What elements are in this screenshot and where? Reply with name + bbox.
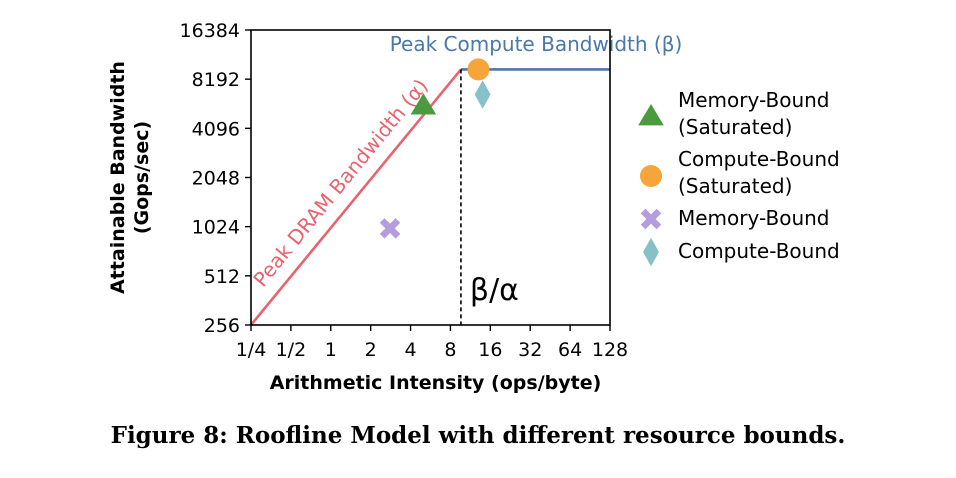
- y-tick-label: 2048: [192, 168, 240, 190]
- y-tick-label: 8192: [192, 69, 240, 91]
- x-marker-stroke: [640, 208, 662, 230]
- ridge-point-label: β/α: [470, 273, 519, 308]
- legend-label: Memory-Bound: [678, 206, 830, 230]
- y-tick-label: 1024: [192, 217, 240, 239]
- x-tick-label: 1: [325, 339, 337, 361]
- legend-marker-triangle: [638, 104, 664, 126]
- data-point-triangle: [410, 93, 437, 115]
- y-tick-label: 512: [204, 266, 240, 288]
- x-tick-label: 1/2: [276, 339, 307, 361]
- legend-marker-x: [640, 208, 662, 230]
- x-tick-label: 128: [592, 339, 628, 361]
- x-axis-label: Arithmetic Intensity (ops/byte): [270, 372, 602, 394]
- legend-label: Compute-Bound: [678, 239, 840, 263]
- legend-marker-circle: [640, 165, 662, 187]
- data-point-diamond: [474, 80, 491, 109]
- y-tick-label: 4096: [192, 118, 240, 140]
- legend-label: (Saturated): [678, 115, 792, 139]
- y-axis-label-line: (Gops/sec): [131, 121, 153, 234]
- plot-frame: [250, 29, 611, 326]
- y-axis-label: Attainable Bandwidth (Gops/sec): [107, 61, 153, 294]
- data-point-circle: [467, 58, 490, 81]
- figure-caption: Figure 8: Roofline Model with different …: [110, 422, 846, 449]
- x-tick-label: 32: [518, 339, 542, 361]
- x-marker-stroke: [379, 218, 401, 239]
- x-tick-label: 8: [444, 339, 456, 361]
- y-tick-label: 16384: [180, 20, 240, 42]
- y-axis-label-line: Attainable Bandwidth: [107, 61, 129, 294]
- y-tick-label: 256: [204, 315, 240, 337]
- x-tick-label: 16: [478, 339, 502, 361]
- legend-label: (Saturated): [678, 174, 792, 198]
- legend-marker-diamond: [643, 237, 659, 267]
- x-tick-label: 1/4: [236, 339, 267, 361]
- dram-bandwidth-label: Peak DRAM Bandwidth (α): [248, 74, 432, 291]
- legend-label: Memory-Bound: [678, 88, 830, 112]
- compute-bandwidth-label: Peak Compute Bandwidth (β): [390, 32, 683, 56]
- data-point-x: [379, 218, 401, 239]
- x-tick-label: 4: [405, 339, 417, 361]
- x-tick-label: 64: [558, 339, 582, 361]
- legend-label: Compute-Bound: [678, 147, 840, 171]
- roofline-chart: β/α Peak DRAM Bandwidth (α) Peak Compute B…: [107, 20, 840, 394]
- x-tick-label: 2: [365, 339, 377, 361]
